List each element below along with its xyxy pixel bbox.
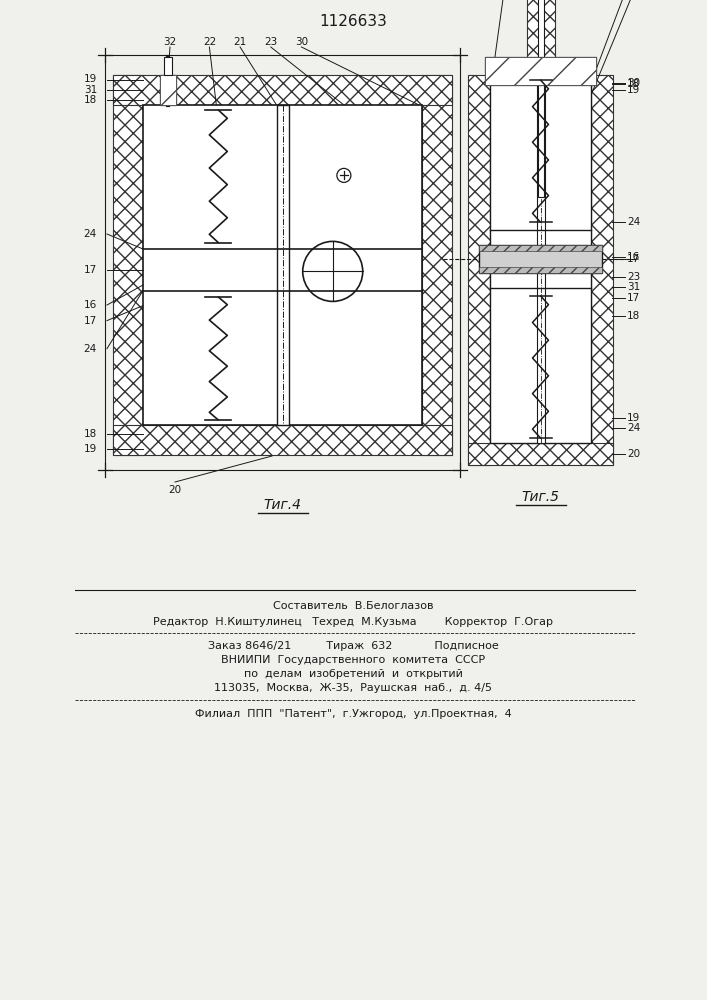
Text: 18: 18: [83, 429, 97, 439]
Bar: [160, 75, 176, 105]
Text: Филиал  ППП  "Патент",  г.Ужгород,  ул.Проектная,  4: Филиал ППП "Патент", г.Ужгород, ул.Проек…: [194, 709, 511, 719]
Text: 113035,  Москва,  Ж-35,  Раушская  наб.,  д. 4/5: 113035, Москва, Ж-35, Раушская наб., д. …: [214, 683, 492, 693]
Bar: [591, 75, 613, 465]
Bar: [490, 75, 591, 443]
Text: 30: 30: [295, 37, 308, 47]
Bar: [485, 57, 596, 85]
Text: 23: 23: [627, 272, 641, 282]
Text: 24: 24: [627, 217, 641, 227]
Bar: [479, 245, 602, 251]
Text: 22: 22: [203, 37, 216, 47]
Text: Заказ 8646/21          Тираж  632            Подписное: Заказ 8646/21 Тираж 632 Подписное: [208, 641, 498, 651]
Bar: [537, 0, 544, 197]
Bar: [527, 0, 554, 75]
Text: по  делам  изобретений  и  открытий: по делам изобретений и открытий: [244, 669, 462, 679]
Text: 32: 32: [163, 37, 177, 47]
Text: 17: 17: [627, 293, 641, 303]
Text: ВНИИПИ  Государственного  комитета  СССР: ВНИИПИ Государственного комитета СССР: [221, 655, 485, 665]
Bar: [422, 75, 452, 455]
Bar: [479, 267, 602, 273]
Text: 24: 24: [83, 344, 97, 354]
Text: 19: 19: [627, 413, 641, 423]
Text: 16: 16: [83, 300, 97, 310]
Bar: [105, 55, 460, 470]
Text: 17: 17: [83, 265, 97, 275]
Bar: [113, 75, 452, 105]
Text: 17: 17: [627, 254, 641, 264]
Text: 19: 19: [83, 75, 97, 85]
Bar: [113, 425, 452, 455]
Text: 16: 16: [627, 252, 641, 262]
Text: 18: 18: [83, 95, 97, 105]
Text: 24: 24: [627, 423, 641, 433]
Text: 31: 31: [627, 282, 641, 292]
Text: 18: 18: [627, 311, 641, 321]
Text: 20: 20: [168, 485, 182, 495]
Text: 17: 17: [83, 316, 97, 326]
Text: 20: 20: [627, 449, 640, 459]
Text: 21: 21: [233, 37, 247, 47]
Bar: [468, 75, 490, 465]
Bar: [485, 57, 596, 85]
Bar: [537, 75, 544, 443]
Text: 23: 23: [264, 37, 277, 47]
Bar: [143, 105, 422, 425]
Bar: [468, 443, 613, 465]
Bar: [164, 57, 172, 75]
Text: Составитель  В.Белоглазов: Составитель В.Белоглазов: [273, 601, 433, 611]
Text: 1126633: 1126633: [319, 14, 387, 29]
Bar: [276, 105, 288, 425]
Text: Редактор  Н.Киштулинец   Техред  М.Кузьма        Корректор  Г.Огар: Редактор Н.Киштулинец Техред М.Кузьма Ко…: [153, 617, 553, 627]
Text: 19: 19: [627, 85, 641, 95]
Text: 18: 18: [627, 79, 641, 89]
Text: Τиг.4: Τиг.4: [264, 498, 301, 512]
Text: 24: 24: [83, 229, 97, 239]
Text: 31: 31: [83, 85, 97, 95]
Text: 30: 30: [627, 78, 640, 88]
Bar: [113, 75, 143, 455]
Bar: [479, 245, 602, 273]
Bar: [160, 75, 176, 105]
Text: 19: 19: [83, 444, 97, 454]
Text: Τиг.5: Τиг.5: [522, 490, 559, 504]
